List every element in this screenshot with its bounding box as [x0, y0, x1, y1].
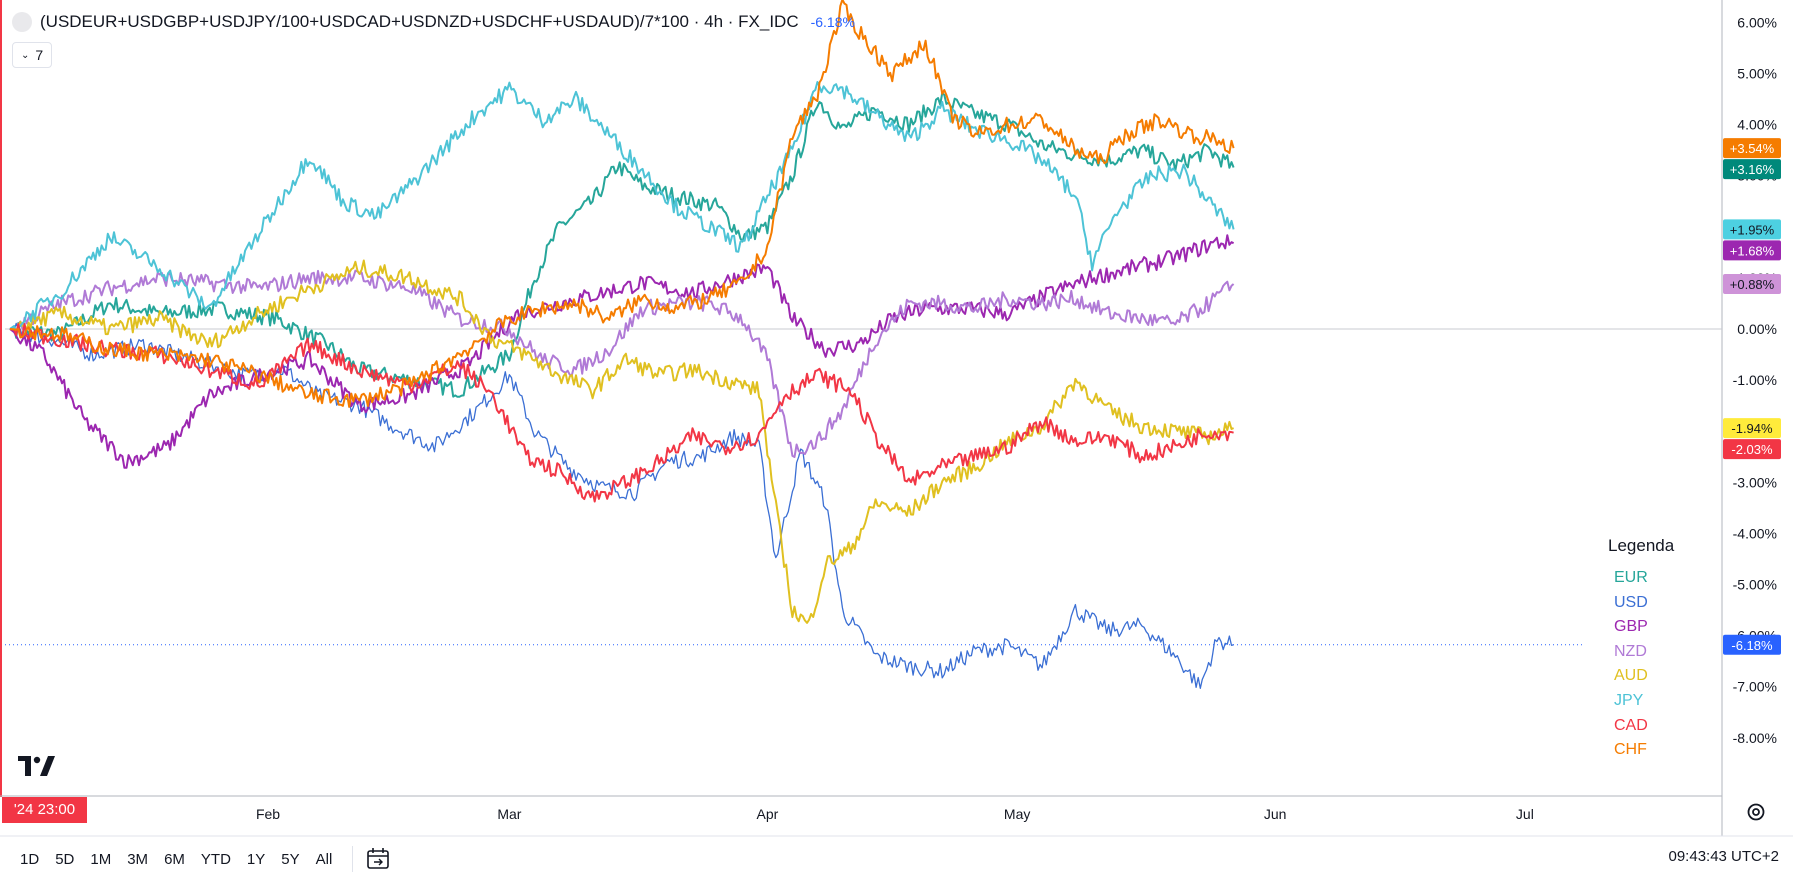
series-line-6[interactable]: [9, 323, 1234, 503]
x-tick-label: Jul: [1516, 806, 1534, 822]
legend-item-eur: EUR: [1614, 569, 1648, 586]
end-label-bg: [1723, 159, 1781, 180]
end-label-4: -1.94%: [1723, 418, 1781, 439]
series-line-1[interactable]: [9, 322, 1234, 689]
legend-item-nzd: NZD: [1614, 642, 1647, 660]
range-button-5y[interactable]: 5Y: [281, 850, 300, 868]
y-tick-label: 5.00%: [1737, 66, 1777, 82]
end-label-bg: [1723, 634, 1781, 655]
legend-item-jpy: JPY: [1614, 691, 1644, 709]
end-label-1: -6.18%: [1723, 634, 1781, 655]
series-end-labels: +3.54% +3.16% +1.95% +1.68% +0.88% -1.94% -2.0…: [1723, 138, 1781, 655]
legend-item-chf: CHF: [1614, 741, 1647, 759]
end-label-bg: [1723, 274, 1781, 295]
range-button-5d[interactable]: 5D: [55, 850, 75, 868]
x-axis-ticks: Feb Mar Apr May Jun Jul: [256, 806, 1534, 822]
end-label-text: +0.88%: [1730, 277, 1775, 292]
range-button-1d[interactable]: 1D: [20, 850, 40, 868]
end-label-3: +0.88%: [1723, 274, 1781, 295]
y-tick-label: -4.00%: [1733, 525, 1777, 541]
crosshair-date-label: '24 23:00: [2, 797, 87, 823]
gear-icon[interactable]: [1744, 800, 1768, 824]
y-tick-label: 6.00%: [1737, 14, 1777, 30]
legend-item-gbp: GBP: [1614, 618, 1648, 636]
y-axis-ticks: 7.00%6.00%5.00%4.00%3.00%2.00%1.00%0.00%…: [1733, 14, 1777, 746]
range-button-ytd[interactable]: YTD: [200, 850, 231, 868]
legend-title: Legenda: [1608, 536, 1675, 555]
tradingview-logo-icon[interactable]: [18, 756, 58, 778]
range-button-all[interactable]: All: [315, 850, 333, 868]
range-button-1y[interactable]: 1Y: [246, 850, 266, 868]
series-line-3[interactable]: [9, 269, 1235, 458]
end-label-bg: [1723, 439, 1781, 460]
legend-item-cad: CAD: [1614, 716, 1648, 734]
bottom-toolbar: 1D 5D 1M 3M 6M YTD 1Y 5Y All 09:43:43 UTC+2: [0, 836, 1793, 882]
series-line-0[interactable]: [9, 92, 1235, 398]
y-tick-label: -7.00%: [1733, 679, 1777, 695]
legend-item-aud: AUD: [1614, 667, 1648, 685]
symbol-logo-icon: [12, 12, 32, 32]
end-label-bg: [1723, 418, 1781, 439]
x-tick-label: Mar: [497, 806, 521, 822]
end-label-text: +3.54%: [1730, 141, 1775, 156]
end-label-text: -2.03%: [1731, 442, 1773, 457]
indicator-count: 7: [35, 47, 44, 63]
end-label-text: -1.94%: [1731, 421, 1773, 436]
end-label-7: +3.54%: [1723, 138, 1781, 159]
series-line-4[interactable]: [9, 259, 1234, 624]
x-tick-label: Apr: [757, 806, 779, 822]
timezone-clock[interactable]: 09:43:43 UTC+2: [1668, 848, 1780, 865]
range-button-1m[interactable]: 1M: [90, 850, 112, 868]
chart-legend: Legenda EUR USD GBP NZD AUD JPY CAD CHF: [1608, 536, 1698, 763]
x-tick-label: Jun: [1264, 806, 1287, 822]
calendar-goto-icon[interactable]: [365, 846, 391, 872]
y-tick-label: 4.00%: [1737, 117, 1777, 133]
end-label-text: +1.95%: [1730, 222, 1775, 237]
range-button-6m[interactable]: 6M: [164, 850, 185, 868]
x-tick-label: Feb: [256, 806, 280, 822]
toolbar-divider: [352, 846, 354, 872]
end-label-text: +3.16%: [1730, 162, 1775, 177]
y-tick-label: -3.00%: [1733, 474, 1777, 490]
y-tick-label: 0.00%: [1737, 321, 1777, 337]
y-tick-label: -8.00%: [1733, 730, 1777, 746]
y-tick-label: -1.00%: [1733, 372, 1777, 388]
symbol-title[interactable]: (USDEUR+USDGBP+USDJPY/100+USDCAD+USDNZD+…: [40, 12, 799, 31]
symbol-change: -6.18%: [810, 14, 855, 30]
chart-header: (USDEUR+USDGBP+USDJPY/100+USDCAD+USDNZD+…: [12, 10, 855, 34]
date-range-buttons: 1D 5D 1M 3M 6M YTD 1Y 5Y All: [0, 847, 338, 872]
end-label-bg: [1723, 138, 1781, 159]
end-label-bg: [1723, 240, 1781, 261]
end-label-5: +1.95%: [1723, 219, 1781, 240]
series-lines: [9, 0, 1235, 689]
end-label-text: +1.68%: [1730, 243, 1775, 258]
range-button-3m[interactable]: 3M: [127, 850, 149, 868]
end-label-bg: [1723, 219, 1781, 240]
end-label-2: +1.68%: [1723, 240, 1781, 261]
legend-item-usd: USD: [1614, 593, 1648, 611]
indicators-toggle-button[interactable]: ⌄ 7: [12, 42, 53, 68]
end-label-text: -6.18%: [1731, 638, 1773, 653]
end-label-6: -2.03%: [1723, 439, 1781, 460]
series-line-2[interactable]: [9, 234, 1235, 469]
x-tick-label: May: [1004, 806, 1030, 822]
series-line-7[interactable]: [9, 0, 1235, 408]
y-tick-label: -5.00%: [1733, 577, 1777, 593]
end-label-0: +3.16%: [1723, 159, 1781, 180]
series-line-5[interactable]: [9, 81, 1235, 334]
chevron-down-icon: ⌄: [21, 49, 30, 61]
